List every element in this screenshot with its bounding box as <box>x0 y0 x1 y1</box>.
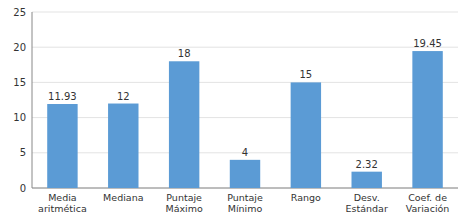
y-axis-line <box>32 12 33 188</box>
y-tick-label: 0 <box>20 183 26 194</box>
data-label: 12 <box>117 91 130 102</box>
x-tick-label-line: Variación <box>406 203 450 214</box>
x-tick-label-line: aritmética <box>38 203 87 214</box>
chart-container: 0 5 10 15 20 25 11.93 12 18 4 15 2.32 19.45 Mediaarit… <box>0 0 468 222</box>
x-tick-label-line: Rango <box>291 192 321 203</box>
grid-line <box>32 82 458 83</box>
data-label: 11.93 <box>48 91 77 102</box>
x-tick-label-line: Puntaje <box>166 192 202 203</box>
data-label: 15 <box>299 69 312 80</box>
x-tick-label: Mediaaritmética <box>38 192 87 214</box>
grid-line <box>32 12 458 13</box>
x-tick-label: Coef. deVariación <box>406 192 450 214</box>
x-tick-label: PuntajeMínimo <box>227 192 263 214</box>
x-tick-label-line: Coef. de <box>408 192 447 203</box>
data-label: 19.45 <box>413 38 442 49</box>
x-tick-label: Rango <box>291 192 321 203</box>
data-label: 2.32 <box>356 159 378 170</box>
data-label: 18 <box>178 48 191 59</box>
x-tick-label-line: Mediana <box>103 192 143 203</box>
x-tick-label-line: Puntaje <box>227 192 263 203</box>
x-tick-label-line: Desv. <box>354 192 380 203</box>
x-tick-label: PuntajeMáximo <box>165 192 203 214</box>
y-tick-label: 20 <box>13 42 26 53</box>
y-tick-label: 15 <box>13 77 26 88</box>
y-tick-label: 10 <box>13 112 26 123</box>
x-tick-label-line: Media <box>48 192 77 203</box>
y-tick-label: 25 <box>13 7 26 18</box>
bar <box>352 172 382 188</box>
grid-line <box>32 47 458 48</box>
bar <box>230 160 260 188</box>
bar <box>291 82 321 188</box>
x-tick-label: Mediana <box>103 192 143 203</box>
x-tick-label-line: Máximo <box>165 203 203 214</box>
bar <box>412 51 442 188</box>
x-tick-label-line: Estándar <box>346 203 388 214</box>
grid-line <box>32 117 458 118</box>
y-tick-label: 5 <box>20 147 26 158</box>
x-tick-label: Desv.Estándar <box>346 192 388 214</box>
bar <box>169 61 199 188</box>
y-axis: 0 5 10 15 20 25 <box>13 7 458 194</box>
bars <box>47 51 443 188</box>
data-label: 4 <box>242 147 248 158</box>
x-tick-label-line: Mínimo <box>228 203 263 214</box>
bar <box>108 104 138 188</box>
x-axis: MediaaritméticaMedianaPuntajeMáximoPunta… <box>38 192 449 214</box>
data-labels: 11.93 12 18 4 15 2.32 19.45 <box>48 38 442 170</box>
bar <box>47 104 77 188</box>
chart-svg: 0 5 10 15 20 25 11.93 12 18 4 15 2.32 19.45 Mediaarit… <box>0 0 468 222</box>
